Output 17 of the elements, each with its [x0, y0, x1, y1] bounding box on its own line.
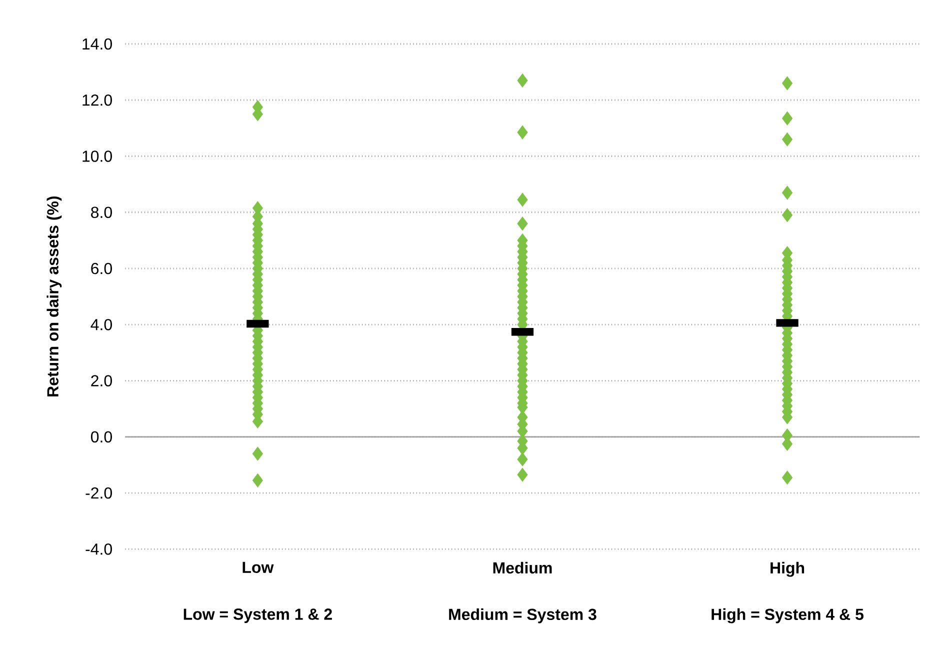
- y-axis-title: Return on dairy assets (%): [46, 196, 62, 396]
- x-tick-label: Low: [242, 562, 274, 573]
- text: Medium = System 3: [449, 608, 596, 624]
- x-tick-label: High: [770, 562, 804, 577]
- y-tick-label: 14.0: [82, 38, 112, 50]
- y-tick-label: 6.0: [91, 262, 112, 274]
- y-tick-label: 10.0: [82, 150, 112, 162]
- x-tick-label: Medium: [493, 562, 552, 574]
- y-tick-label: -4.0: [86, 543, 112, 555]
- text: High = System 4 & 5: [712, 608, 864, 624]
- y-tick-label: 2.0: [91, 375, 112, 386]
- text: Low = System 1 & 2: [184, 608, 332, 623]
- y-tick-label: 0.0: [90, 431, 112, 442]
- y-tick-label: 8.0: [91, 206, 112, 218]
- y-tick-label: 4.0: [90, 318, 112, 330]
- y-tick-label: 12.0: [82, 94, 112, 106]
- y-tick-label: -2.0: [86, 487, 112, 499]
